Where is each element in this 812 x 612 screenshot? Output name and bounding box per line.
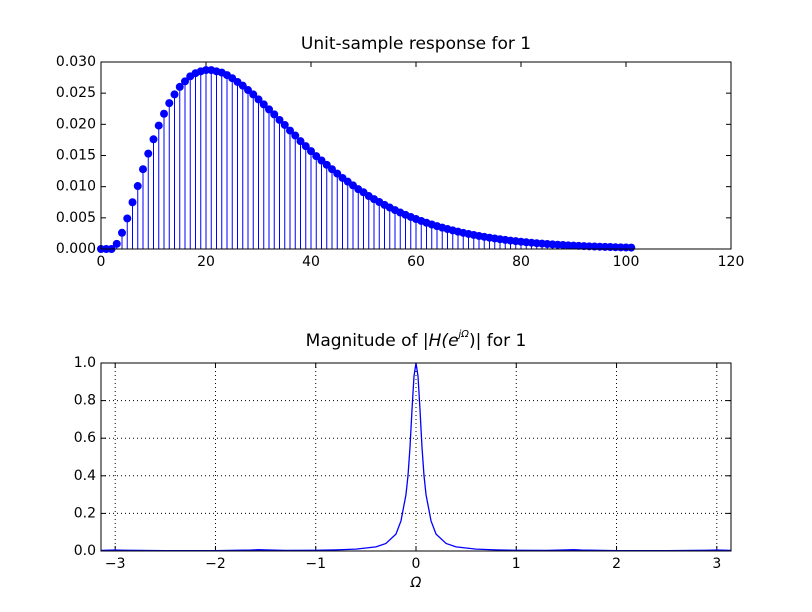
stem-marker xyxy=(270,110,279,119)
title-part: for 1 xyxy=(481,331,526,351)
stem-marker xyxy=(139,165,147,174)
stem-marker xyxy=(265,105,273,114)
stem-marker xyxy=(112,239,121,248)
y-tick-label: 0.2 xyxy=(74,505,96,521)
stem-marker xyxy=(244,86,252,95)
x-tick-label: 2 xyxy=(612,556,621,572)
stem-marker xyxy=(144,149,153,158)
stem-marker xyxy=(175,82,184,91)
y-tick-label: 0.8 xyxy=(74,393,96,409)
title-part: )| xyxy=(469,331,481,351)
stem-marker xyxy=(165,99,174,108)
stem-marker xyxy=(123,214,132,223)
axes-frame xyxy=(100,362,732,552)
stem-marker xyxy=(259,100,268,109)
stem-marker xyxy=(254,95,263,104)
x-tick-label: −1 xyxy=(305,556,326,572)
x-tick-label: 20 xyxy=(197,254,215,270)
chart-title: Unit-sample response for 1 xyxy=(301,34,531,54)
x-axis-label: Ω xyxy=(410,575,422,591)
x-tick-label: 40 xyxy=(302,254,320,270)
x-tick-label: 60 xyxy=(407,254,425,270)
stem-marker xyxy=(627,243,636,252)
y-tick-label: 0.6 xyxy=(74,430,96,446)
x-tick-label: 0 xyxy=(97,254,106,270)
stem-marker xyxy=(238,81,247,90)
title-part: |H(e xyxy=(423,331,459,351)
x-tick-label: 100 xyxy=(613,254,640,270)
chart-title: Magnitude of |H(ejΩ)| for 1 xyxy=(306,329,527,351)
x-tick-label: −2 xyxy=(205,556,226,572)
stem-marker xyxy=(322,160,331,169)
x-tick-label: 120 xyxy=(718,254,745,270)
stem-marker xyxy=(317,156,326,165)
y-tick-label: 0.025 xyxy=(56,85,96,101)
y-tick-label: 0.020 xyxy=(56,116,96,132)
title-part: Magnitude of xyxy=(306,331,423,351)
stem-marker xyxy=(249,90,258,99)
y-tick-label: 0.030 xyxy=(56,54,96,70)
y-tick-label: 0.005 xyxy=(56,210,96,226)
y-tick-label: 0.015 xyxy=(56,148,96,164)
stem-marker xyxy=(154,121,163,130)
y-tick-label: 0.4 xyxy=(74,468,96,484)
stem-marker xyxy=(286,126,294,135)
stem-marker xyxy=(312,152,321,161)
x-tick-label: 80 xyxy=(512,254,530,270)
stem-marker xyxy=(333,169,342,178)
stem-marker xyxy=(307,147,315,156)
x-tick-label: 1 xyxy=(512,556,521,572)
stem-marker xyxy=(170,90,179,99)
x-tick-label: −3 xyxy=(105,556,126,572)
y-tick-label: 0.0 xyxy=(74,543,96,559)
y-tick-label: 0.000 xyxy=(56,241,96,257)
stem-marker xyxy=(128,198,137,207)
title-part: jΩ xyxy=(457,329,470,340)
stem-marker xyxy=(118,228,126,237)
stem-marker xyxy=(149,135,158,144)
stem-marker xyxy=(301,142,310,151)
stem-marker xyxy=(133,182,142,191)
stem-marker xyxy=(275,115,284,124)
x-tick-label: 3 xyxy=(712,556,721,572)
stem-marker xyxy=(280,120,289,129)
axes-frame xyxy=(100,61,732,250)
x-tick-label: 0 xyxy=(412,556,421,572)
stem-marker xyxy=(296,137,305,146)
stem-marker xyxy=(291,131,300,140)
y-tick-label: 1.0 xyxy=(74,355,96,371)
stem-marker xyxy=(160,109,168,118)
stem-marker xyxy=(181,77,189,86)
stem-marker xyxy=(328,165,336,174)
y-tick-label: 0.010 xyxy=(56,179,96,195)
